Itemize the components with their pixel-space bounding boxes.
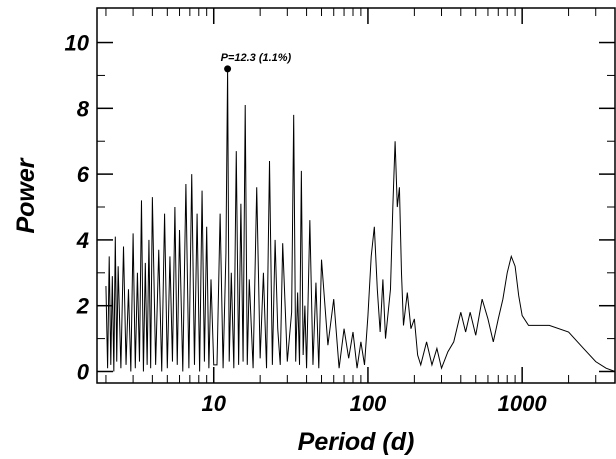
x-tick-label: 10 xyxy=(201,391,226,416)
peak-annotation: P=12.3 (1.1%) xyxy=(221,52,292,64)
y-tick-label: 4 xyxy=(76,228,89,253)
y-axis-label: Power xyxy=(12,157,40,233)
x-tick-label: 1000 xyxy=(498,391,548,416)
y-tick-label: 8 xyxy=(77,96,90,121)
x-axis-label: Period (d) xyxy=(298,428,415,456)
y-tick-label: 6 xyxy=(77,162,90,187)
y-tick-label: 0 xyxy=(77,359,90,384)
y-tick-label: 2 xyxy=(76,294,90,319)
plot-frame xyxy=(96,7,616,384)
periodogram-line xyxy=(105,68,616,372)
y-tick-label: 10 xyxy=(65,31,90,56)
peak-marker xyxy=(224,65,232,73)
x-tick-label: 100 xyxy=(350,391,387,416)
